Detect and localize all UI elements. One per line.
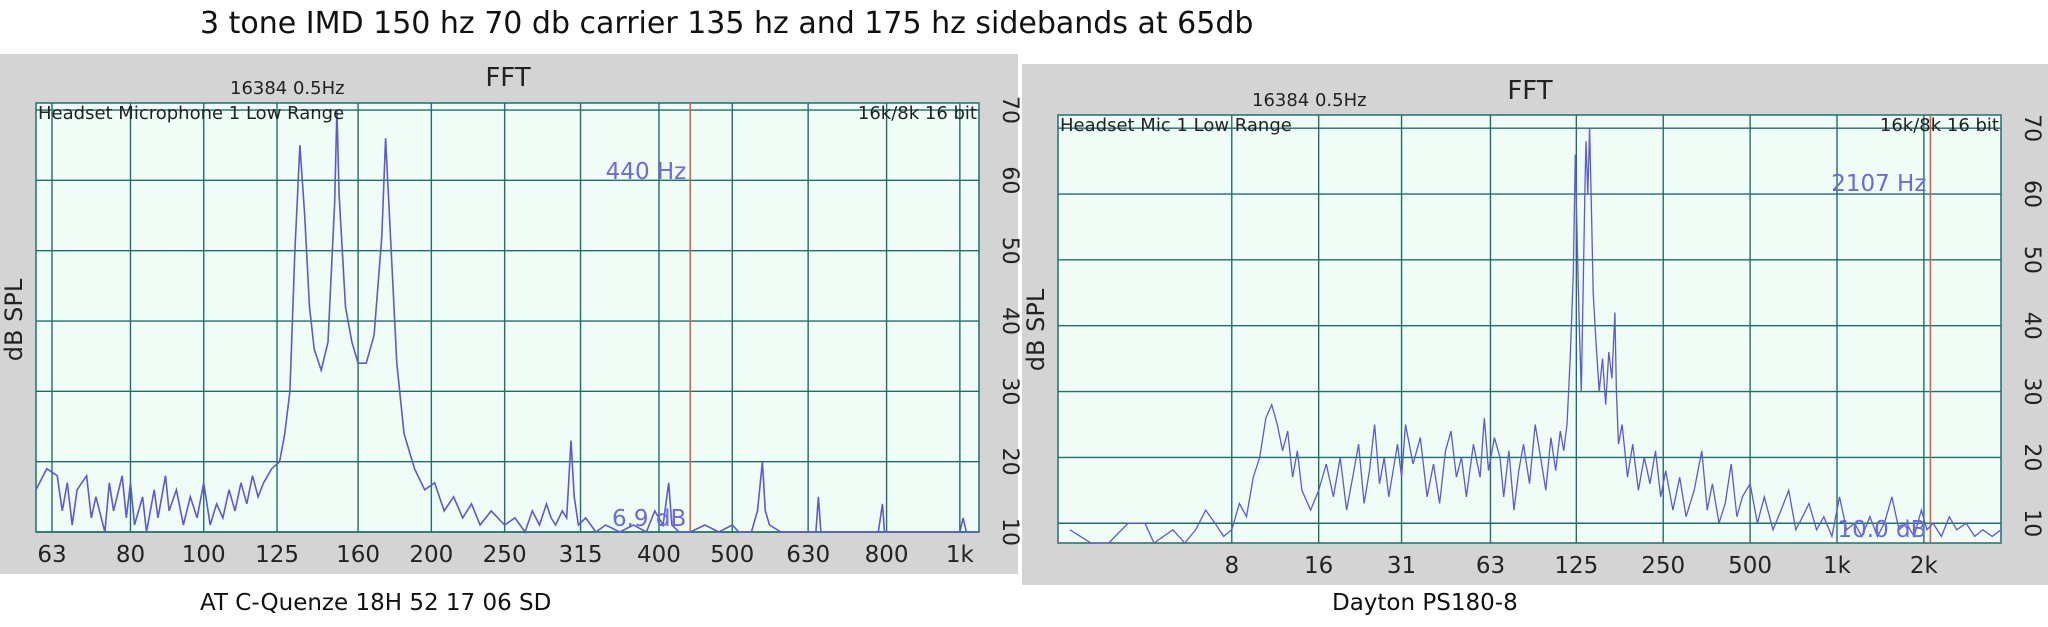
x-tick-labels: 63 80 100 125 160 200 250 315 400 500 630 800 1k — [37, 542, 974, 568]
y-tick-label: 70 — [997, 96, 1022, 124]
x-tick-label: 8 — [1224, 553, 1239, 579]
x-tick-label: 16 — [1304, 553, 1333, 579]
x-tick-label: 160 — [336, 542, 380, 568]
x-tick-label: 63 — [1476, 553, 1505, 579]
y-tick-label: 50 — [997, 237, 1022, 265]
x-tick-label: 125 — [1554, 553, 1598, 579]
y-tick-labels: 10 20 30 40 50 60 70 — [997, 96, 1022, 546]
charts-svg: 10 20 30 40 50 60 70 63 80 100 125 160 200 250 315 400… — [0, 54, 2048, 585]
y-tick-label: 20 — [2019, 443, 2044, 471]
x-tick-label: 125 — [255, 542, 299, 568]
cursor-level-readout: 10.0 dB — [1838, 517, 1927, 543]
spectrum-trace — [35, 109, 979, 534]
plot-area — [1057, 114, 2002, 544]
fft-size-label: 16384 0.5Hz — [1252, 90, 1367, 111]
x-tick-label: 315 — [559, 542, 603, 568]
x-tick-label: 2k — [1910, 553, 1939, 579]
y-tick-label: 10 — [997, 518, 1022, 546]
grid — [36, 103, 979, 533]
chart-title: FFT — [485, 63, 530, 93]
x-tick-label: 400 — [637, 542, 681, 568]
fft-size-label: 16384 0.5Hz — [230, 78, 345, 99]
format-label: 16k/8k 16 bit — [858, 103, 977, 124]
x-tick-labels: 8 16 31 63 125 250 500 1k 2k — [1224, 553, 1938, 579]
cursor-frequency-readout: 2107 Hz — [1831, 171, 1926, 197]
x-tick-label: 31 — [1387, 553, 1416, 579]
cursor-frequency-readout: 440 Hz — [606, 159, 687, 185]
page-title: 3 tone IMD 150 hz 70 db carrier 135 hz a… — [200, 6, 1254, 41]
y-tick-label: 70 — [2019, 114, 2044, 142]
y-tick-label: 40 — [997, 307, 1022, 335]
cursor-level-readout: 6.9 dB — [612, 506, 686, 532]
y-tick-label: 40 — [2019, 312, 2044, 340]
x-tick-label: 1k — [1823, 553, 1852, 579]
y-tick-label: 20 — [997, 448, 1022, 476]
x-tick-label: 500 — [710, 542, 754, 568]
y-tick-label: 30 — [997, 377, 1022, 405]
format-label: 16k/8k 16 bit — [1880, 115, 1999, 136]
x-tick-label: 100 — [182, 542, 226, 568]
x-tick-label: 630 — [786, 542, 830, 568]
y-axis-label: dB SPL — [1022, 288, 1050, 371]
device-label: Headset Microphone 1 Low Range — [38, 103, 344, 124]
caption-right: Dayton PS180-8 — [1332, 590, 1518, 616]
caption-left: AT C-Quenze 18H 52 17 06 SD — [200, 590, 552, 616]
y-tick-label: 60 — [2019, 180, 2044, 208]
y-tick-label: 10 — [2019, 509, 2044, 537]
x-tick-label: 63 — [37, 542, 66, 568]
x-tick-label: 1k — [946, 542, 975, 568]
plot-area — [35, 102, 980, 533]
y-tick-label: 30 — [2019, 378, 2044, 406]
spectrum-trace — [1069, 128, 2002, 544]
x-tick-label: 80 — [116, 542, 145, 568]
x-tick-label: 200 — [409, 542, 453, 568]
x-tick-label: 250 — [483, 542, 527, 568]
device-label: Headset Mic 1 Low Range — [1060, 115, 1292, 136]
x-tick-label: 250 — [1641, 553, 1685, 579]
fft-panel-left: 10 20 30 40 50 60 70 63 80 100 125 160 200 250 315 400… — [0, 54, 1022, 574]
x-tick-label: 500 — [1728, 553, 1772, 579]
y-tick-labels: 10 20 30 40 50 60 70 — [2019, 114, 2044, 537]
y-axis-label: dB SPL — [0, 278, 28, 361]
y-tick-label: 60 — [997, 166, 1022, 194]
y-tick-label: 50 — [2019, 246, 2044, 274]
x-tick-label: 800 — [865, 542, 909, 568]
chart-title: FFT — [1507, 76, 1552, 106]
